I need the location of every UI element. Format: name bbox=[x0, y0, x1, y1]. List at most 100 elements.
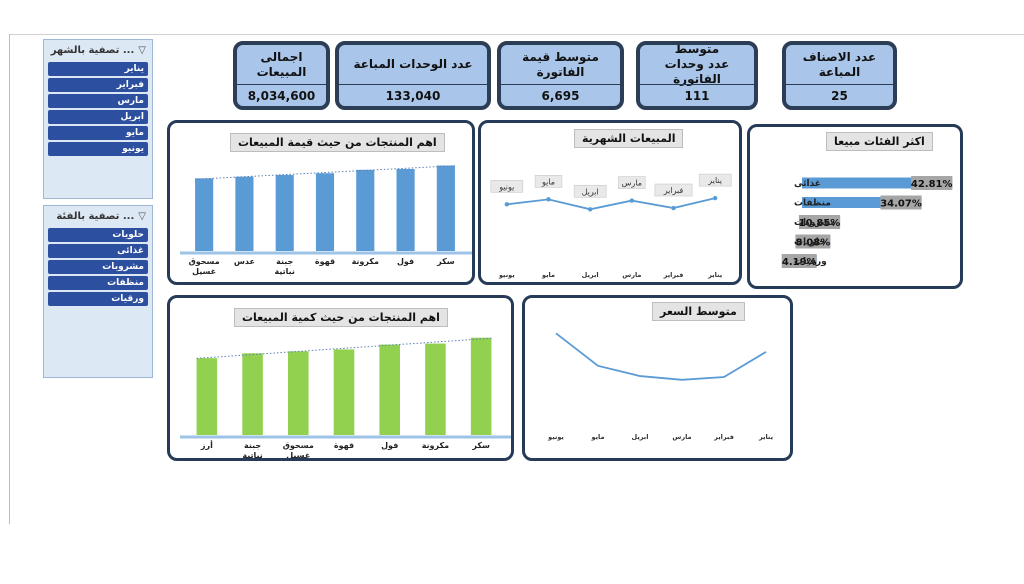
value-label: 42.81% bbox=[911, 179, 953, 190]
chart-title: المبيعات الشهرية bbox=[574, 129, 684, 148]
chart-title: اكثر الفئات مبيعا bbox=[826, 132, 933, 151]
data-label: يونيو bbox=[498, 182, 514, 191]
slicer-item[interactable]: ابريل bbox=[48, 110, 148, 124]
avg-price-panel: متوسط السعر يناير فبراير مارس ابريل مايو يوني… bbox=[522, 295, 793, 461]
slicer-item[interactable]: فبراير bbox=[48, 78, 148, 92]
value-label: 34.07% bbox=[880, 199, 922, 210]
category-label: ورقيات bbox=[794, 257, 827, 267]
value-label: 4.19% bbox=[782, 257, 817, 268]
category-label: غذائى bbox=[794, 179, 821, 189]
bar bbox=[396, 168, 415, 251]
sheet-border-left bbox=[9, 34, 10, 524]
data-point bbox=[546, 197, 551, 202]
top-products-by-quantity-chart: سكر مكرونة فول قهوة مسحوق غسيل جبنة نباتية أرز bbox=[180, 337, 511, 458]
slicer-item[interactable]: حلويات bbox=[48, 228, 148, 242]
clear-filter-icon[interactable]: ▽ bbox=[138, 210, 146, 222]
slicer-item[interactable]: غذائى bbox=[48, 244, 148, 258]
data-label: يناير bbox=[707, 176, 722, 185]
data-label: مايو bbox=[541, 177, 555, 186]
bar bbox=[196, 358, 218, 435]
kpi-label: عدد الوحدات المباعة bbox=[353, 57, 473, 71]
trendline bbox=[195, 165, 455, 180]
top-products-by-quantity-panel: اهم المنتجات من حيث كمية المبيعات سكر مكر… bbox=[167, 295, 514, 461]
slicer-item[interactable]: مشروبات bbox=[48, 260, 148, 274]
data-point bbox=[504, 202, 510, 207]
kpi-label: اجمالى المبيعات bbox=[256, 49, 307, 79]
kpi-avg-invoice-units: متوسط عدد وحدات الفاتورة 111 bbox=[636, 41, 758, 110]
top-products-by-value-chart: سكر فول مكرونة قهوة جبنة نباتية عدس مسحوق غسيل bbox=[180, 165, 472, 276]
value-label-box bbox=[795, 234, 831, 249]
slicer-items: حلويات غذائى مشروبات منظفات ورقيات bbox=[44, 228, 152, 306]
slicer-item[interactable]: يناير bbox=[48, 62, 148, 76]
data-label-box bbox=[618, 176, 646, 189]
category-label: مسحوق غسيل bbox=[189, 257, 220, 276]
slicer-item[interactable]: ورقيات bbox=[48, 292, 148, 306]
category-label: يونيو bbox=[498, 271, 515, 279]
kpi-units-sold: عدد الوحدات المباعة 133,040 bbox=[335, 41, 491, 110]
clear-filter-icon[interactable]: ▽ bbox=[138, 44, 146, 56]
bar bbox=[802, 177, 953, 189]
kpi-label: متوسط عدد وحدات الفاتورة bbox=[664, 42, 730, 86]
sheet-border-top bbox=[9, 34, 1024, 35]
value-label: 10.85% bbox=[799, 218, 841, 229]
kpi-items-sold: عدد الاصناف المباعة 25 bbox=[782, 41, 897, 110]
bar bbox=[275, 174, 294, 251]
avg-price-chart: يناير فبراير مارس ابريل مايو يونيو bbox=[547, 332, 773, 441]
month-slicer[interactable]: تصفية بالشهر ... ▽ يناير فبراير مارس ابريل م… bbox=[43, 39, 153, 199]
category-label: فبراير bbox=[663, 271, 684, 279]
data-label-box bbox=[573, 184, 607, 198]
bar bbox=[356, 169, 375, 251]
value-label-box bbox=[911, 176, 953, 190]
category-label: مايو bbox=[591, 433, 605, 441]
category-label: مكرونة bbox=[422, 441, 449, 450]
bar bbox=[379, 344, 400, 435]
slicer-item[interactable]: مايو bbox=[48, 126, 148, 140]
data-label-box bbox=[534, 175, 563, 188]
value-label: 8.08% bbox=[796, 238, 831, 249]
category-label: فبراير bbox=[713, 433, 734, 441]
category-label: ابريل bbox=[582, 271, 599, 279]
category-label: يناير bbox=[758, 433, 773, 441]
category-label: مشروبات bbox=[794, 218, 836, 228]
category-slicer[interactable]: تصفية بالفئة ... ▽ حلويات غذائى مشروبات منظ… bbox=[43, 205, 153, 378]
category-label: فول bbox=[381, 441, 398, 450]
data-label: فبراير bbox=[663, 186, 684, 195]
top-categories-chart: 42.81% غذائى 34.07% منظفات 10.85%مشروبات 8.08… bbox=[781, 176, 953, 268]
chart-title: اهم المنتجات من حيث قيمة المبيعات bbox=[230, 133, 445, 152]
category-label: سكر bbox=[436, 257, 455, 266]
category-label: سكر bbox=[471, 441, 490, 450]
category-label: مارس bbox=[622, 271, 641, 279]
data-label-box bbox=[654, 183, 693, 197]
data-label: ابريل bbox=[582, 187, 599, 196]
category-label: ابريل bbox=[632, 433, 649, 441]
slicer-item[interactable]: منظفات bbox=[48, 276, 148, 290]
slicer-item[interactable]: مارس bbox=[48, 94, 148, 108]
series-line bbox=[506, 197, 716, 211]
data-point bbox=[587, 207, 593, 212]
monthly-sales-chart: يناير يناير فبراير فبراير مارس مارس ابريل ابريل… bbox=[490, 173, 732, 279]
category-label: قهوة bbox=[334, 441, 354, 450]
data-point bbox=[712, 195, 718, 201]
value-label-box bbox=[880, 195, 922, 210]
bar bbox=[242, 353, 263, 435]
category-label: يونيو bbox=[547, 433, 564, 441]
bar bbox=[315, 173, 335, 251]
category-label: جبنة نباتية bbox=[275, 257, 295, 276]
kpi-value: 8,034,600 bbox=[237, 84, 326, 106]
data-label-box bbox=[490, 180, 524, 193]
data-point bbox=[629, 198, 635, 203]
kpi-label: عدد الاصناف المباعة bbox=[802, 49, 877, 79]
category-label: فول bbox=[397, 257, 414, 266]
bar bbox=[436, 165, 455, 251]
kpi-value: 133,040 bbox=[339, 84, 487, 106]
trendline bbox=[196, 337, 492, 359]
category-label: جبنة نباتية bbox=[242, 441, 262, 458]
value-label-box bbox=[798, 215, 841, 229]
slicer-items: يناير فبراير مارس ابريل مايو يونيو bbox=[44, 62, 152, 156]
data-label-box bbox=[698, 173, 732, 187]
category-label: مايو bbox=[541, 271, 555, 279]
kpi-value: 25 bbox=[786, 84, 893, 106]
slicer-item[interactable]: يونيو bbox=[48, 142, 148, 156]
category-label: منظفات bbox=[794, 199, 831, 209]
kpi-total-sales: اجمالى المبيعات 8,034,600 bbox=[233, 41, 330, 110]
